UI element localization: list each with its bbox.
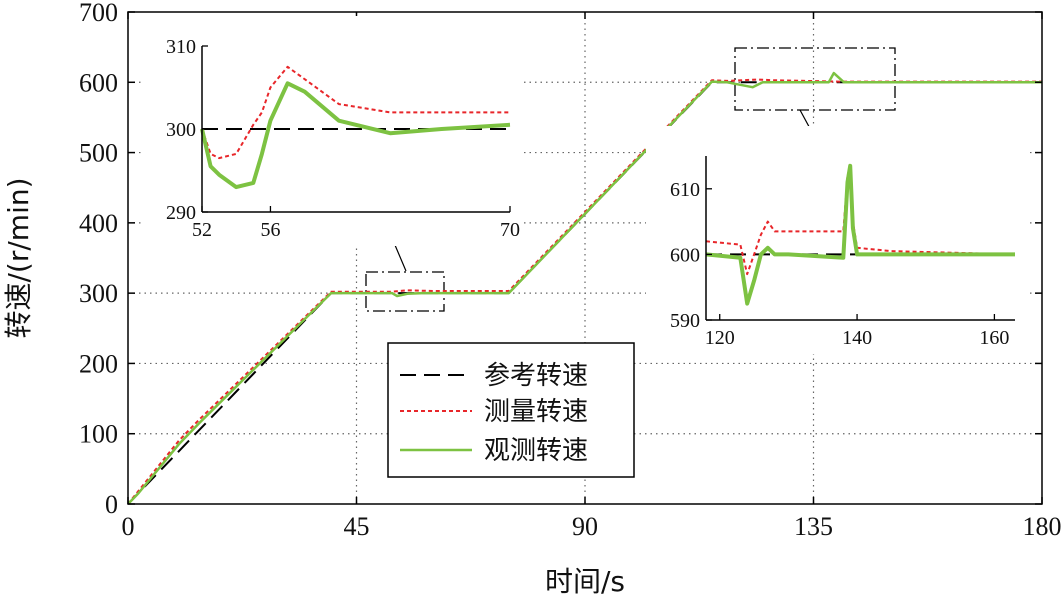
inset-series-line-1 (705, 164, 1016, 276)
series-line-2 (127, 71, 1042, 505)
inset-x-tick-label: 120 (705, 327, 735, 349)
legend-label-measured: 测量转速 (484, 397, 588, 427)
inset-zoom-45s: 52 56 70 290 300 310 (142, 16, 524, 246)
y-tick-label: 600 (79, 68, 118, 97)
y-tick-label: 400 (79, 209, 118, 238)
y-axis-title: 转速/(r/min) (2, 177, 35, 338)
inset-series-line-1 (201, 65, 510, 160)
main-series (127, 71, 1042, 505)
inset-zoom-120s: 120 140 160 590 600 610 (646, 126, 1029, 354)
legend-label-reference: 参考转速 (484, 361, 588, 391)
inset-x-tick-label: 160 (979, 327, 1009, 349)
x-tick-label: 45 (344, 512, 370, 541)
inset-y-tick-label: 610 (670, 179, 700, 201)
y-tick-label: 200 (79, 349, 118, 378)
zoom-box-2 (734, 47, 896, 111)
y-tick-label: 500 (79, 139, 118, 168)
axis-tick-labels: 0 45 90 135 180 0 100 200 300 400 500 600 700 (79, 0, 1062, 541)
inset-x-tick-label: 56 (260, 219, 280, 241)
y-tick-label: 300 (79, 279, 118, 308)
x-axis-title: 时间/s (545, 565, 625, 598)
y-tick-label: 0 (105, 490, 118, 519)
inset-x-tick-label: 70 (500, 219, 520, 241)
x-tick-label: 180 (1023, 512, 1062, 541)
legend: 参考转速 测量转速 观测转速 (387, 342, 635, 478)
inset-background (646, 126, 1029, 354)
y-tick-label: 700 (79, 0, 118, 27)
inset-x-tick-label: 52 (192, 219, 212, 241)
legend-label-observed: 观测转速 (484, 436, 588, 466)
inset-background (142, 16, 524, 246)
inset-y-tick-label: 290 (166, 202, 196, 224)
inset-y-tick-label: 590 (670, 310, 700, 332)
x-tick-label: 0 (122, 512, 135, 541)
axis-ticks (127, 11, 1043, 505)
x-tick-label: 90 (572, 512, 598, 541)
inset-x-tick-label: 140 (842, 327, 872, 349)
inset-series-line-2 (200, 81, 511, 190)
inset-y-tick-label: 310 (166, 36, 196, 58)
inset-y-tick-label: 300 (166, 119, 196, 141)
inset-y-tick-label: 600 (670, 244, 700, 266)
inset-series-line-2 (705, 163, 1015, 306)
x-tick-label: 135 (794, 512, 833, 541)
y-tick-label: 100 (79, 420, 118, 449)
